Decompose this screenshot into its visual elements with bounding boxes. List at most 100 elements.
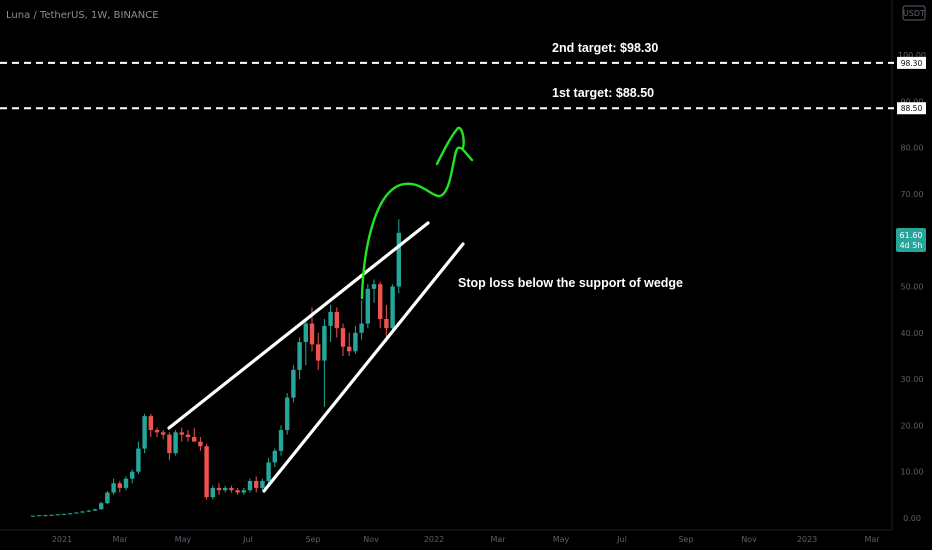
currency-badge-box[interactable] [902,5,926,21]
candle[interactable] [43,514,48,517]
candle[interactable] [142,413,147,454]
candle-body [68,513,73,515]
y-tick-label: 100.00 [898,51,926,60]
candle[interactable] [291,365,296,403]
candle-body [173,432,178,454]
target-level[interactable]: 2nd target: $98.30 98.30 [0,41,926,69]
candle[interactable] [37,515,42,517]
candle[interactable] [334,307,339,338]
candle[interactable] [278,425,284,456]
wedge-support-line[interactable] [262,242,465,493]
y-tick-label: 0.00 [903,514,921,523]
x-tick-label: 2023 [797,535,817,544]
candle[interactable] [223,485,228,493]
candle[interactable] [30,515,36,517]
candle[interactable] [198,436,203,451]
candle[interactable] [154,427,160,437]
candle[interactable] [99,501,104,510]
candle[interactable] [285,392,290,435]
candle[interactable] [49,514,54,516]
candle-body [148,416,153,431]
target-label: 1st target: $88.50 [552,86,654,100]
candle[interactable] [260,478,265,491]
candle[interactable] [322,318,327,407]
candle-body [198,441,203,447]
candle[interactable] [173,430,178,456]
stop-loss-note: Stop loss below the support of wedge [458,276,683,290]
candle[interactable] [396,219,401,294]
candle[interactable] [384,305,389,343]
candle[interactable] [61,513,67,515]
candle-body [285,397,290,431]
candle[interactable] [247,478,253,493]
candle[interactable] [216,483,222,495]
candle[interactable] [353,325,358,354]
candle[interactable] [272,448,277,468]
candle-body [123,478,129,488]
candle[interactable] [359,300,364,340]
time-axis[interactable]: 2021 Mar May Jul Sep Nov 2022 Mar May Jul Sep Nov 20… [0,529,892,544]
candle-body [291,369,296,398]
candle[interactable] [297,337,302,380]
candle[interactable] [254,476,259,493]
candle[interactable] [179,427,184,442]
candle[interactable] [74,512,79,514]
candle[interactable] [347,332,352,356]
candle[interactable] [204,443,209,500]
candle-body [316,344,321,361]
candle[interactable] [235,487,240,495]
price-axis[interactable]: 100.0090.0080.0070.0060.0050.0040.0030.0… [891,0,926,530]
candle[interactable] [371,279,377,303]
candle-body [340,328,346,347]
candle[interactable] [229,485,234,493]
candle[interactable] [161,430,166,440]
candle-body [185,434,191,437]
candle[interactable] [136,441,141,475]
currency-badge[interactable]: USDT [903,9,925,18]
candle[interactable] [167,432,172,461]
candle-body [260,480,265,488]
target-level[interactable]: 1st target: $88.50 88.50 [0,86,926,115]
candle-body [167,434,172,454]
candle-body [297,342,302,370]
x-tick-label: Jul [242,535,253,544]
y-tick-label: 50.00 [901,283,924,292]
projection-curve[interactable] [360,146,474,300]
candle[interactable] [378,281,383,329]
candle[interactable] [241,487,246,495]
candle[interactable] [365,284,370,329]
candle[interactable] [68,512,73,515]
candle[interactable] [55,514,60,516]
candle[interactable] [86,510,91,512]
candle-body [154,430,160,433]
candle[interactable] [185,430,191,442]
candle[interactable] [111,478,116,495]
candle[interactable] [92,508,98,512]
candle[interactable] [328,305,333,343]
candle[interactable] [390,284,395,333]
candle-body [384,318,389,329]
candle[interactable] [148,413,153,437]
target-price-tag-text: 98.30 [901,59,923,68]
candle-body [328,311,333,326]
candle[interactable] [316,332,321,370]
y-tick-label: 70.00 [901,190,924,199]
candle[interactable] [117,480,122,493]
candle[interactable] [340,323,346,356]
candle[interactable] [266,457,271,484]
candle[interactable] [210,485,215,500]
candle-body [74,512,79,514]
candle[interactable] [130,469,135,484]
candle[interactable] [105,491,110,505]
candle-body [216,487,222,491]
candle[interactable] [123,476,129,491]
candle[interactable] [80,511,85,513]
wedge-resistance-line[interactable] [167,221,430,430]
candle-body [347,346,352,352]
drawings-group [167,126,474,493]
candle[interactable] [192,427,197,442]
candle[interactable] [303,318,308,366]
candle-body [111,483,116,493]
